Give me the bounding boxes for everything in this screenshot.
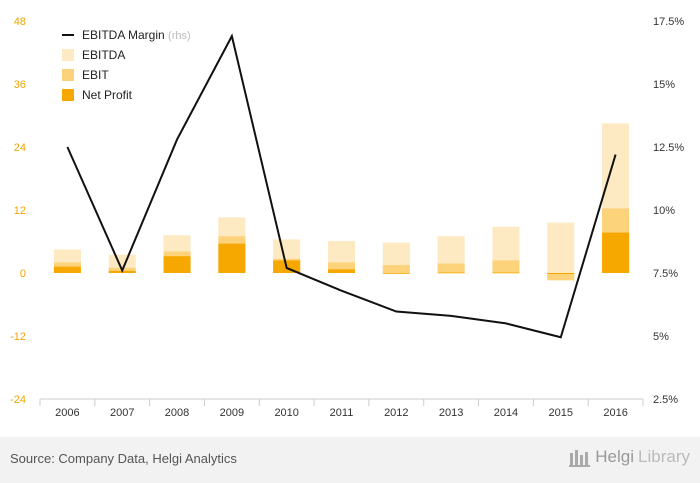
legend-swatch-net-profit bbox=[62, 89, 74, 101]
bar-net-profit bbox=[218, 243, 246, 273]
bar-ebit bbox=[492, 260, 520, 273]
bar-net-profit bbox=[437, 272, 465, 274]
x-axis-tick-label: 2011 bbox=[330, 407, 354, 419]
bar-net-profit bbox=[382, 273, 410, 274]
footer: Source: Company Data, Helgi Analytics He… bbox=[0, 437, 700, 483]
x-axis-tick-label: 2009 bbox=[220, 407, 244, 419]
right-axis-tick-label: 7.5% bbox=[653, 268, 678, 280]
bar-net-profit bbox=[53, 266, 81, 273]
right-axis-tick-label: 12.5% bbox=[653, 142, 684, 154]
x-axis-tick-label: 2008 bbox=[165, 407, 189, 419]
right-axis-tick-label: 15% bbox=[653, 79, 675, 91]
bar-net-profit bbox=[328, 269, 355, 273]
x-axis-tick-label: 2014 bbox=[494, 407, 518, 419]
brand-name-part1: Helgi bbox=[595, 447, 635, 466]
brand-name-part2: Library bbox=[638, 447, 690, 466]
x-axis-tick-label: 2006 bbox=[55, 407, 79, 419]
legend-label: Net Profit bbox=[82, 88, 133, 102]
legend-swatch-ebit bbox=[62, 69, 74, 81]
left-axis-tick-label: 36 bbox=[14, 79, 26, 91]
brand-logo: Helgi Library bbox=[569, 447, 690, 467]
right-axis-tick-label: 2.5% bbox=[653, 394, 678, 406]
x-axis-tick-label: 2012 bbox=[384, 407, 408, 419]
left-axis-tick-label: 12 bbox=[14, 205, 26, 217]
legend-label: EBITDA bbox=[82, 48, 125, 62]
bar-net-profit bbox=[163, 256, 191, 273]
legend-swatch-ebitda bbox=[62, 49, 74, 61]
bar-net-profit bbox=[547, 273, 575, 275]
bar-ebit bbox=[382, 265, 410, 273]
bar-ebitda bbox=[547, 222, 575, 273]
legend-label: EBIT bbox=[82, 68, 109, 82]
left-axis-tick-label: 48 bbox=[14, 16, 26, 28]
right-axis-tick-label: 17.5% bbox=[653, 16, 684, 28]
left-axis-tick-label: 0 bbox=[20, 268, 26, 280]
bar-net-profit bbox=[602, 232, 630, 273]
legend-label: EBITDA Margin (rhs) bbox=[82, 28, 191, 42]
bar-ebit bbox=[328, 262, 355, 273]
right-axis-tick-label: 5% bbox=[653, 331, 669, 343]
chart: 48 36 24 12 0 -12 -24 17.5% 15% 12.5% 10% 7.5% 5% 2.5… bbox=[10, 16, 684, 419]
left-axis-tick-label: 24 bbox=[14, 142, 26, 154]
line-ebitda-margin bbox=[66, 33, 617, 339]
x-axis-tick-label: 2013 bbox=[439, 407, 463, 419]
source-note: Source: Company Data, Helgi Analytics bbox=[10, 451, 237, 466]
right-axis-tick-label: 10% bbox=[653, 205, 675, 217]
left-axis-tick-label: -12 bbox=[10, 331, 26, 343]
x-axis-tick-label: 2016 bbox=[603, 407, 627, 419]
bar-net-profit bbox=[492, 272, 520, 274]
x-axis-tick-label: 2007 bbox=[110, 407, 134, 419]
x-axis-tick-label: 2015 bbox=[549, 407, 573, 419]
x-axis-tick-label: 2010 bbox=[274, 407, 298, 419]
library-icon bbox=[569, 450, 591, 467]
bar-ebit bbox=[437, 263, 465, 273]
bar-ebit bbox=[547, 273, 575, 281]
left-axis-tick-label: -24 bbox=[10, 394, 26, 406]
